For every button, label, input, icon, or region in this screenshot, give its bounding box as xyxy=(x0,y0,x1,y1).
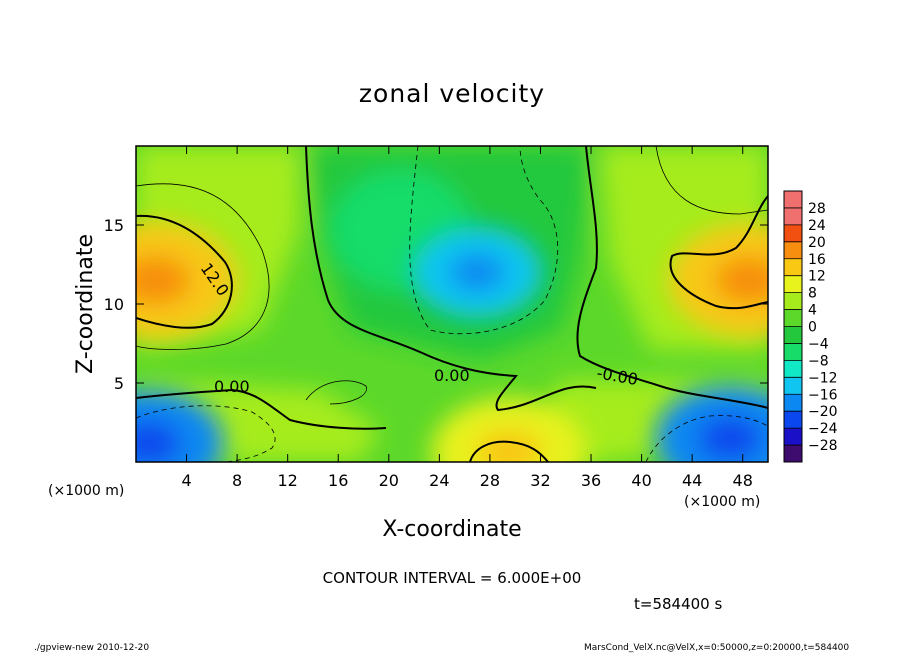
plot-area: 12.0 0.00 0.00 -0.00 xyxy=(136,146,768,462)
x-tick-label: 44 xyxy=(682,471,702,490)
colorbar-label: 4 xyxy=(808,303,817,319)
field-extreme-5 xyxy=(431,397,587,462)
field-extreme-core-2 xyxy=(449,253,506,292)
x-tick-label: 28 xyxy=(480,471,500,490)
colorbar-label: −16 xyxy=(808,387,838,403)
colorbar-label: −20 xyxy=(808,404,838,420)
contour-minus6-lower-right xyxy=(645,415,768,462)
field-extreme-core-0 xyxy=(136,256,190,305)
y-tick-label: 15 xyxy=(104,216,124,235)
x-unit-label-right: (×1000 m) xyxy=(684,494,760,510)
colorbar-swatch xyxy=(784,309,802,327)
contour-label-0-center: 0.00 xyxy=(434,366,470,385)
colorbar-swatch xyxy=(784,394,802,412)
contour-12-left xyxy=(136,214,233,329)
colorbar-swatch xyxy=(784,241,802,260)
x-tick-label: 40 xyxy=(631,471,651,490)
contour-12-right xyxy=(669,195,768,310)
colorbar-label: 8 xyxy=(808,286,817,302)
x-tick-label: 24 xyxy=(429,471,449,490)
field-extremes xyxy=(136,221,768,462)
colorbar-label: −24 xyxy=(808,421,838,437)
field-extreme-core-4 xyxy=(698,416,763,461)
contour-6-mid xyxy=(305,380,367,405)
contour-6-left xyxy=(136,183,270,350)
x-ticks: 4 8 12 16 20 24 28 32 36 40 44 48 xyxy=(181,146,753,490)
colorbar-swatch xyxy=(784,191,802,209)
x-axis-title: X-coordinate xyxy=(382,517,521,542)
colorbar-label: 20 xyxy=(808,235,826,251)
y-tick-label: 5 xyxy=(114,374,124,393)
contour-minus6-lower-left xyxy=(136,405,276,462)
colorbar-swatch xyxy=(784,275,802,294)
x-tick-label: 36 xyxy=(581,471,601,490)
y-tick-label: 10 xyxy=(104,295,124,314)
footer-right: MarsCond_VelX.nc@VelX,x=0:50000,z=0:2000… xyxy=(584,643,849,653)
y-axis-title: Z-coordinate xyxy=(73,234,98,374)
colorbar-swatch xyxy=(784,224,802,243)
colorbar-swatch xyxy=(784,343,802,361)
x-tick-label: 8 xyxy=(232,471,242,490)
colorbar-swatch xyxy=(784,411,802,429)
colorbar-label: −8 xyxy=(808,353,829,369)
field-extreme-core-3 xyxy=(136,421,181,462)
colorbar-label: −12 xyxy=(808,370,838,386)
contour-0-floor xyxy=(469,440,549,462)
x-tick-label: 16 xyxy=(328,471,348,490)
contour-lines xyxy=(136,146,768,462)
colorbar-label: 0 xyxy=(808,320,817,336)
colorbar-label: −28 xyxy=(808,438,838,454)
chart-title: zonal velocity xyxy=(359,79,545,108)
colorbar-swatch xyxy=(784,258,802,277)
field-extreme-core-5 xyxy=(475,430,542,462)
colorbar-swatch xyxy=(784,207,802,226)
colorbar-label: 28 xyxy=(808,201,826,217)
contour-minus6-upper xyxy=(409,146,559,335)
x-tick-label: 4 xyxy=(181,471,191,490)
contour-0-center-upper xyxy=(305,146,597,412)
colorbar-swatch xyxy=(784,292,802,311)
y-ticks: 5 10 15 xyxy=(104,216,768,393)
x-unit-label-left: (×1000 m) xyxy=(48,483,124,499)
colorbar-swatch xyxy=(784,360,802,378)
colorbar-swatch xyxy=(784,445,802,463)
colorbar-swatch xyxy=(784,377,802,395)
colorbar-label: −4 xyxy=(808,336,829,352)
colorbar-swatch xyxy=(784,428,802,446)
x-tick-label: 12 xyxy=(278,471,298,490)
field-extreme-core-1 xyxy=(715,257,768,304)
contour-0-left xyxy=(136,388,387,430)
time-stamp: t=584400 s xyxy=(634,595,722,613)
contour-6-right xyxy=(655,146,768,215)
x-tick-label: 20 xyxy=(379,471,399,490)
x-tick-label: 48 xyxy=(733,471,753,490)
contour-label-0-left: 0.00 xyxy=(214,377,250,396)
colorbar-swatch xyxy=(784,326,802,344)
footer-left: ./gpview-new 2010-12-20 xyxy=(34,643,149,653)
colorbar-label: 24 xyxy=(808,218,826,234)
colorbar-label: 16 xyxy=(808,252,826,268)
contour-interval: CONTOUR INTERVAL = 6.000E+00 xyxy=(323,569,582,587)
colorbar-label: 12 xyxy=(808,269,826,285)
contour-0-center-right xyxy=(576,146,768,409)
x-tick-label: 32 xyxy=(530,471,550,490)
